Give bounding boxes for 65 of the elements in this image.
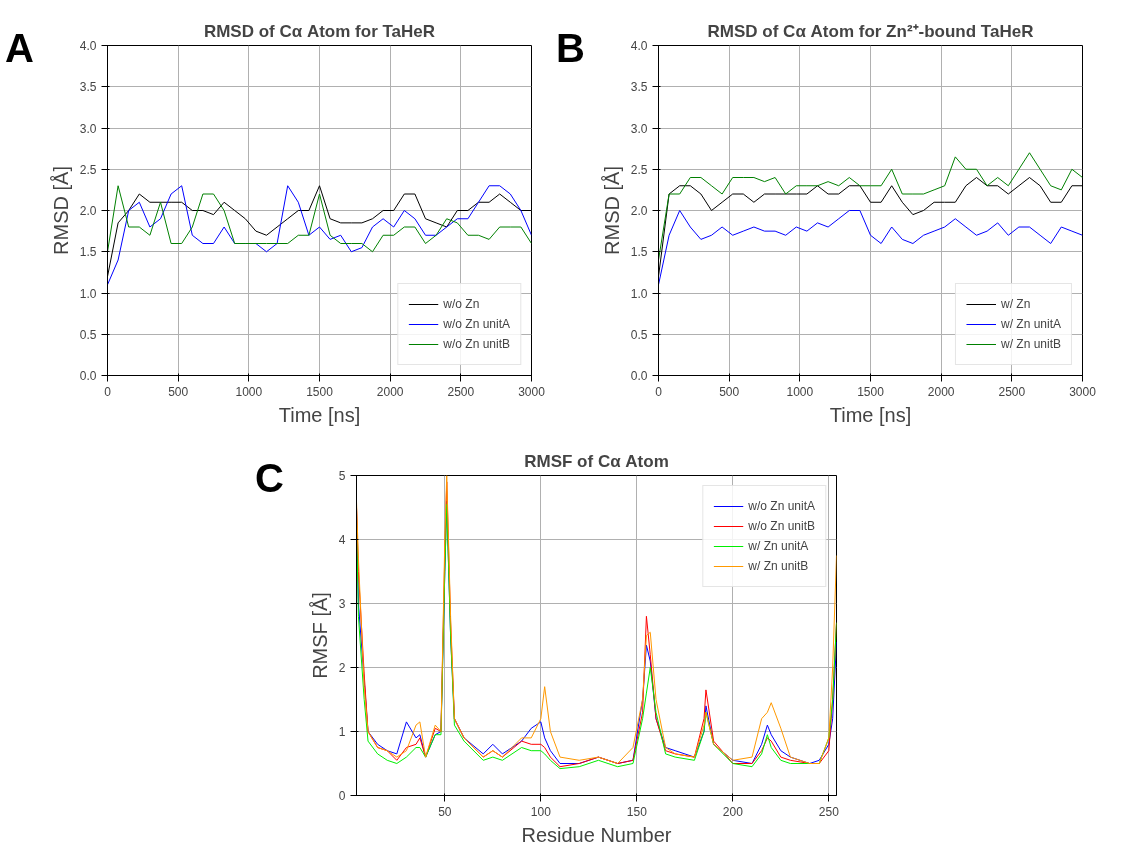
y-tick-label: 1 (338, 725, 346, 739)
legend-label: w/o Zn unitA (748, 499, 815, 513)
y-tick-label: 0.5 (630, 327, 648, 342)
y-tick-label: 3.0 (79, 121, 97, 136)
y-axis-title: RMSD [Å] (600, 166, 623, 255)
legend-label: w/o Zn (443, 297, 480, 311)
text: C (255, 455, 284, 502)
x-tick-label: 3000 (1069, 384, 1097, 399)
legend-label: w/ Zn unitB (748, 559, 809, 573)
y-tick-label: 0.0 (79, 369, 97, 383)
x-tick-label: 100 (530, 804, 552, 819)
y-tick-label: 0 (338, 789, 346, 803)
x-tick-label: 1000 (786, 384, 814, 399)
chart-title: RMSF of Cα Atom (524, 451, 669, 471)
x-tick-label: 50 (438, 804, 452, 819)
y-tick-label: 5 (338, 469, 346, 483)
y-tick-label: 3.0 (630, 121, 648, 136)
chart-title: RMSD of Cα Atom for TaHeR (203, 21, 436, 41)
y-tick-label: 4 (338, 533, 346, 547)
legend-label: w/ Zn unitA (748, 539, 809, 553)
x-tick-label: 150 (626, 804, 648, 819)
y-axis-title: RMSD [Å] (49, 166, 72, 255)
x-tick-label: 1000 (235, 384, 263, 399)
y-tick-label: 2.0 (79, 204, 97, 218)
x-tick-label: 1500 (857, 384, 885, 399)
x-tick-label: 250 (818, 804, 840, 819)
legend-label: w/ Zn unitB (1000, 337, 1061, 351)
x-tick-label: 0 (655, 384, 663, 399)
x-tick-label: 2500 (998, 384, 1026, 399)
y-tick-label: 3.5 (630, 80, 648, 95)
chart-title: RMSD of Cα Atom for Zn²⁺-bound TaHeR (707, 21, 1034, 41)
legend-label: w/ Zn unitA (1000, 317, 1061, 331)
x-tick-label: 1500 (306, 384, 334, 399)
y-tick-label: 4.0 (79, 39, 97, 53)
y-tick-label: 3.5 (79, 80, 97, 95)
y-tick-label: 1.5 (79, 245, 97, 260)
y-axis-title: RMSF [Å] (308, 592, 331, 679)
x-axis-title: Time [ns] (829, 403, 912, 426)
y-tick-label: 2.5 (630, 162, 648, 177)
x-tick-label: 500 (719, 384, 740, 399)
y-tick-label: 1.5 (630, 245, 648, 260)
y-tick-label: 0.0 (630, 369, 648, 383)
y-tick-label: 3 (338, 597, 346, 611)
legend-label: w/o Zn unitB (443, 337, 510, 351)
y-tick-label: 2.5 (79, 162, 97, 177)
y-tick-label: 1.0 (79, 286, 97, 301)
x-tick-label: 3000 (518, 384, 546, 399)
text: B (556, 25, 585, 72)
x-tick-label: 2000 (376, 384, 404, 399)
legend-label: w/o Zn unitA (443, 317, 510, 331)
text: A (5, 25, 34, 72)
x-tick-label: 200 (722, 804, 744, 819)
y-tick-label: 2 (338, 661, 346, 675)
y-tick-label: 1.0 (630, 286, 648, 301)
legend-label: w/o Zn unitB (748, 519, 815, 533)
x-axis-title: Residue Number (521, 823, 672, 846)
y-tick-label: 4.0 (630, 39, 648, 53)
x-tick-label: 500 (168, 384, 189, 399)
legend-label: w/ Zn (1000, 297, 1031, 311)
x-tick-label: 2000 (927, 384, 955, 399)
x-tick-label: 0 (104, 384, 112, 399)
y-tick-label: 2.0 (630, 204, 648, 218)
x-tick-label: 2500 (447, 384, 475, 399)
x-axis-title: Time [ns] (278, 403, 361, 426)
y-tick-label: 0.5 (79, 327, 97, 342)
